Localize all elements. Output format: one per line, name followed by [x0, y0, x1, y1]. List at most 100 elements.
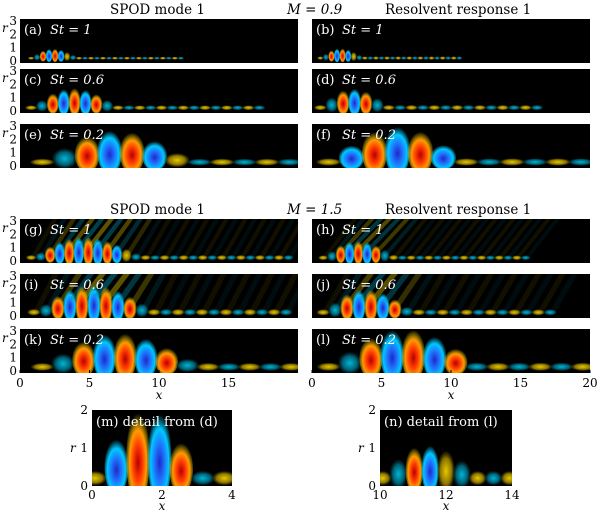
positive-lobe: [545, 158, 571, 166]
mach-wave-streak: [393, 219, 428, 258]
positive-lobe: [46, 93, 59, 113]
positive-lobe: [155, 105, 168, 111]
positive-lobe: [25, 255, 37, 261]
negative-lobe: [135, 303, 149, 318]
mach-wave-streak: [238, 274, 263, 313]
positive-lobe: [27, 309, 41, 316]
y-tick-label: 0: [9, 104, 17, 118]
y-tick-label: 3: [9, 119, 17, 133]
negative-lobe: [328, 302, 342, 318]
positive-lobe: [511, 255, 522, 261]
negative-lobe: [63, 289, 77, 318]
positive-lobe: [273, 255, 285, 261]
mach-wave-streak: [385, 219, 419, 255]
positive-lobe: [64, 238, 75, 263]
negative-lobe: [104, 439, 129, 486]
negative-lobe: [111, 244, 123, 263]
positive-lobe: [476, 255, 487, 261]
positive-lobe: [395, 56, 402, 60]
positive-lobe: [90, 94, 103, 113]
mach-wave-streak: [107, 219, 134, 250]
positive-lobe: [439, 56, 446, 60]
positive-lobe: [361, 56, 368, 60]
y-tick-label: 2: [80, 403, 88, 417]
mach-wave-streak: [31, 219, 58, 258]
negative-lobe: [327, 251, 337, 262]
mach-wave-streak: [395, 274, 423, 307]
panel-j: (j) St = 0.6: [312, 274, 590, 318]
negative-lobe: [400, 307, 414, 317]
positive-lobe: [199, 105, 211, 111]
mach-wave-streak: [94, 274, 118, 299]
positive-lobe: [496, 105, 509, 111]
mach-wave-streak: [323, 274, 351, 313]
positive-lobe: [68, 88, 81, 113]
positive-lobe: [350, 52, 357, 62]
negative-lobe: [168, 255, 180, 261]
positive-lobe: [121, 248, 132, 263]
mach-wave-streak: [130, 274, 155, 306]
mach-wave-streak: [58, 274, 83, 305]
mach-wave-streak: [166, 274, 191, 313]
negative-lobe: [507, 362, 531, 371]
positive-lobe: [159, 255, 170, 261]
positive-lobe: [407, 131, 434, 168]
mach-wave-streak: [214, 274, 239, 313]
mach-wave-streak: [142, 274, 167, 310]
positive-lobe: [507, 309, 521, 316]
st-label: St = 0.6: [50, 73, 104, 88]
positive-lobe: [92, 471, 107, 486]
mach-wave-streak: [490, 219, 525, 259]
st-label: St = 0.6: [342, 278, 396, 293]
y-tick-label: 2: [9, 282, 17, 296]
positive-lobe: [216, 255, 227, 261]
negative-lobe: [465, 362, 489, 371]
negative-lobe: [485, 105, 498, 111]
mach-wave-streak: [288, 239, 298, 258]
wave-field: [318, 219, 560, 263]
positive-lobe: [254, 255, 266, 261]
mach-wave-streak: [260, 219, 287, 258]
wave-field: [314, 88, 544, 113]
mach-wave-streak: [466, 274, 494, 313]
negative-lobe: [153, 56, 161, 60]
st-label: St = 1: [342, 23, 384, 38]
st-label: St = 0.6: [50, 278, 104, 293]
header-middle-left: SPOD mode 1: [110, 202, 205, 218]
negative-lobe: [231, 105, 244, 111]
negative-lobe: [450, 255, 461, 261]
positive-lobe: [339, 48, 346, 63]
positive-lobe: [317, 56, 324, 60]
negative-lobe: [549, 362, 574, 371]
negative-lobe: [190, 471, 215, 486]
panel-label: (b): [316, 23, 334, 38]
negative-lobe: [187, 255, 199, 261]
mach-wave-streak: [464, 219, 499, 259]
mach-wave-streak: [358, 219, 393, 250]
mach-wave-streak: [34, 274, 59, 313]
negative-lobe: [217, 363, 241, 371]
mach-wave-streak: [190, 274, 215, 313]
y-axis-label: r: [2, 71, 9, 85]
positive-lobe: [147, 56, 155, 60]
positive-lobe: [72, 341, 96, 373]
negative-lobe: [520, 255, 531, 261]
y-tick-label: 3: [9, 14, 17, 28]
x-tick-label: 5: [86, 376, 94, 390]
x-tick-label: 10: [372, 488, 387, 502]
y-tick-label: 2: [9, 337, 17, 351]
negative-lobe: [503, 255, 513, 261]
panel-label: (d): [316, 73, 334, 88]
positive-lobe: [87, 56, 95, 60]
negative-lobe: [232, 158, 257, 166]
positive-lobe: [468, 471, 487, 486]
y-tick-label: 3: [9, 214, 17, 228]
positive-lobe: [159, 56, 167, 60]
positive-lobe: [453, 158, 479, 166]
negative-lobe: [430, 145, 456, 168]
x-tick-label: 20: [582, 376, 597, 390]
